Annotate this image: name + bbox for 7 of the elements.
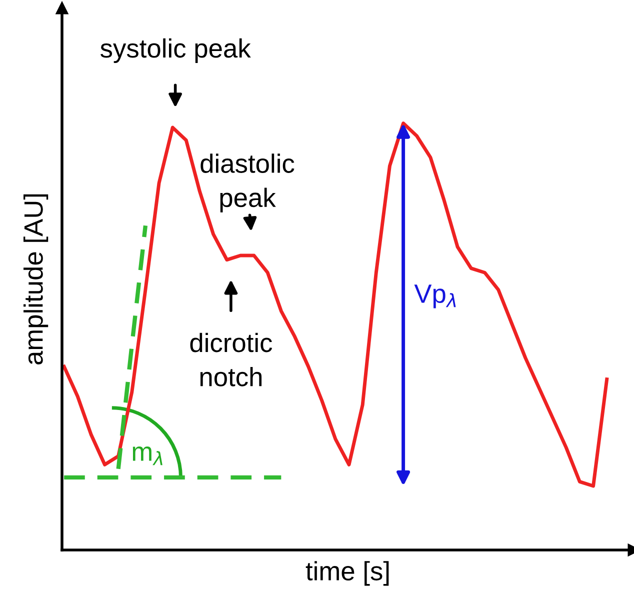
- x-axis-title: time [s]: [306, 561, 389, 586]
- text: systolic peak: [100, 38, 251, 63]
- annotation: diastolic peak: [200, 154, 294, 212]
- annotation: m$_{λ}$: [132, 446, 162, 466]
- annotation: dicrotic notch: [190, 332, 272, 386]
- annotation: Vp$_{λ}$: [414, 284, 456, 308]
- y-axis-title: amplitude [AU]: [24, 194, 48, 364]
